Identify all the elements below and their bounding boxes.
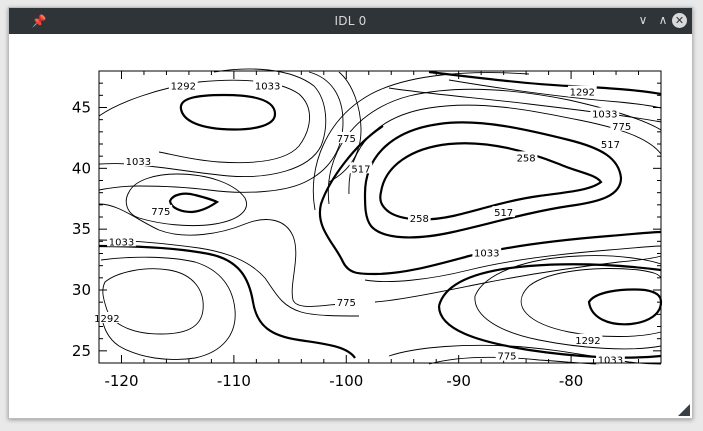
contour-label-bg (349, 162, 373, 174)
x-tick-label: -100 (329, 372, 363, 390)
y-tick-label: 45 (72, 99, 91, 117)
contour-label-bg (92, 311, 122, 323)
contour-label-bg (590, 107, 620, 119)
contour-label: 1292 (570, 88, 595, 99)
contour-label-bg (599, 138, 622, 149)
contour-line (363, 121, 623, 239)
contour-line (374, 255, 662, 303)
contour-label-bg (334, 131, 358, 143)
contour-label-bg (123, 155, 153, 167)
contour-label: 1292 (171, 82, 196, 93)
contour-line (428, 70, 662, 96)
contour-label: 258 (517, 153, 536, 164)
y-tick-label: 25 (72, 342, 91, 360)
contour-line (328, 71, 362, 183)
x-tick-labels: -120 -110 -100 -90 -80 (104, 372, 583, 390)
contour-label-bg (610, 119, 633, 131)
contour-label: 517 (601, 140, 620, 151)
contour-label: 1033 (109, 237, 134, 248)
contour-label: 1292 (94, 314, 119, 325)
contour-label-bg (495, 349, 519, 361)
contour-label: 775 (612, 122, 631, 133)
contour-label-bg (596, 353, 625, 365)
contour-line (474, 295, 662, 350)
chevron-down-icon[interactable]: ∨ (638, 13, 648, 27)
contour-line (474, 255, 662, 297)
contour-label: 1033 (126, 157, 151, 168)
y-tick-label: 30 (72, 281, 91, 299)
pin-icon[interactable]: 📌 (31, 14, 47, 28)
contour-line (179, 93, 277, 131)
contour-label-bg (514, 151, 538, 163)
contour-line (364, 245, 662, 282)
contour-line (520, 285, 662, 337)
contour-label-bg (408, 212, 431, 224)
contour-label: 775 (151, 207, 170, 218)
contour-line (437, 263, 662, 307)
resize-grip-icon[interactable] (678, 404, 690, 416)
contour-label-bg (253, 79, 282, 91)
y-tick-label: 40 (72, 159, 91, 177)
contour-lines (98, 68, 663, 365)
contour-label: 1033 (592, 110, 617, 121)
plot-canvas: 1292 1033 1292 1033 775 517 1033 775 517 258 775 25… (9, 34, 692, 418)
idl-window: 📌 IDL 0 ∨ ∧ ✕ (8, 7, 693, 419)
contour-label: 1033 (598, 355, 623, 366)
contour-line (528, 268, 662, 287)
contour-line (379, 142, 603, 221)
contour-plot: 1292 103312921033775517103377551725877525… (72, 68, 663, 390)
x-tick-label: -90 (446, 372, 471, 390)
contour-line (318, 125, 662, 276)
contour-line (100, 256, 236, 360)
contour-label-bg (567, 85, 597, 97)
contour-label-bg (334, 296, 358, 308)
contour-label: 517 (351, 164, 370, 175)
contour-label: 1033 (474, 248, 499, 259)
contour-label: 775 (337, 134, 356, 145)
x-tick-label: -80 (559, 372, 584, 390)
contour-label-bg (472, 246, 502, 258)
contour-line (98, 244, 356, 359)
x-tick-label: -120 (104, 372, 138, 390)
contour-label: 1033 (255, 82, 280, 93)
contour-line (168, 192, 220, 214)
contour-line (388, 87, 662, 123)
contour-label-bg (149, 204, 173, 216)
contour-line (448, 79, 662, 109)
contour-label-bg (573, 333, 603, 345)
close-icon[interactable]: ✕ (672, 13, 687, 28)
contour-label-bg (107, 235, 136, 247)
contour-line (98, 239, 360, 317)
contour-label: 775 (337, 298, 356, 309)
contour-labels: 1292 103312921033775517103377551725877525… (92, 79, 633, 366)
y-tick-label: 35 (72, 220, 91, 238)
contour-line (125, 173, 247, 227)
plot-frame (98, 70, 662, 364)
contour-label: 775 (497, 352, 516, 363)
x-tick-label: -110 (217, 372, 251, 390)
contour-line (98, 203, 340, 307)
contour-line (312, 72, 530, 211)
contour-line (587, 288, 663, 326)
contour-label: 258 (410, 214, 429, 225)
contour-label: 517 (494, 208, 513, 219)
title-bar[interactable]: 📌 IDL 0 ∨ ∧ ✕ (9, 8, 692, 34)
contour-label: 1292 (575, 336, 600, 347)
contour-label-bg (168, 79, 198, 91)
y-tick-labels: 25 30 35 40 45 (72, 99, 91, 360)
chevron-up-icon[interactable]: ∧ (658, 13, 668, 27)
contour-line (102, 268, 204, 335)
window-title: IDL 0 (334, 14, 367, 28)
contour-label-bg (492, 206, 515, 218)
